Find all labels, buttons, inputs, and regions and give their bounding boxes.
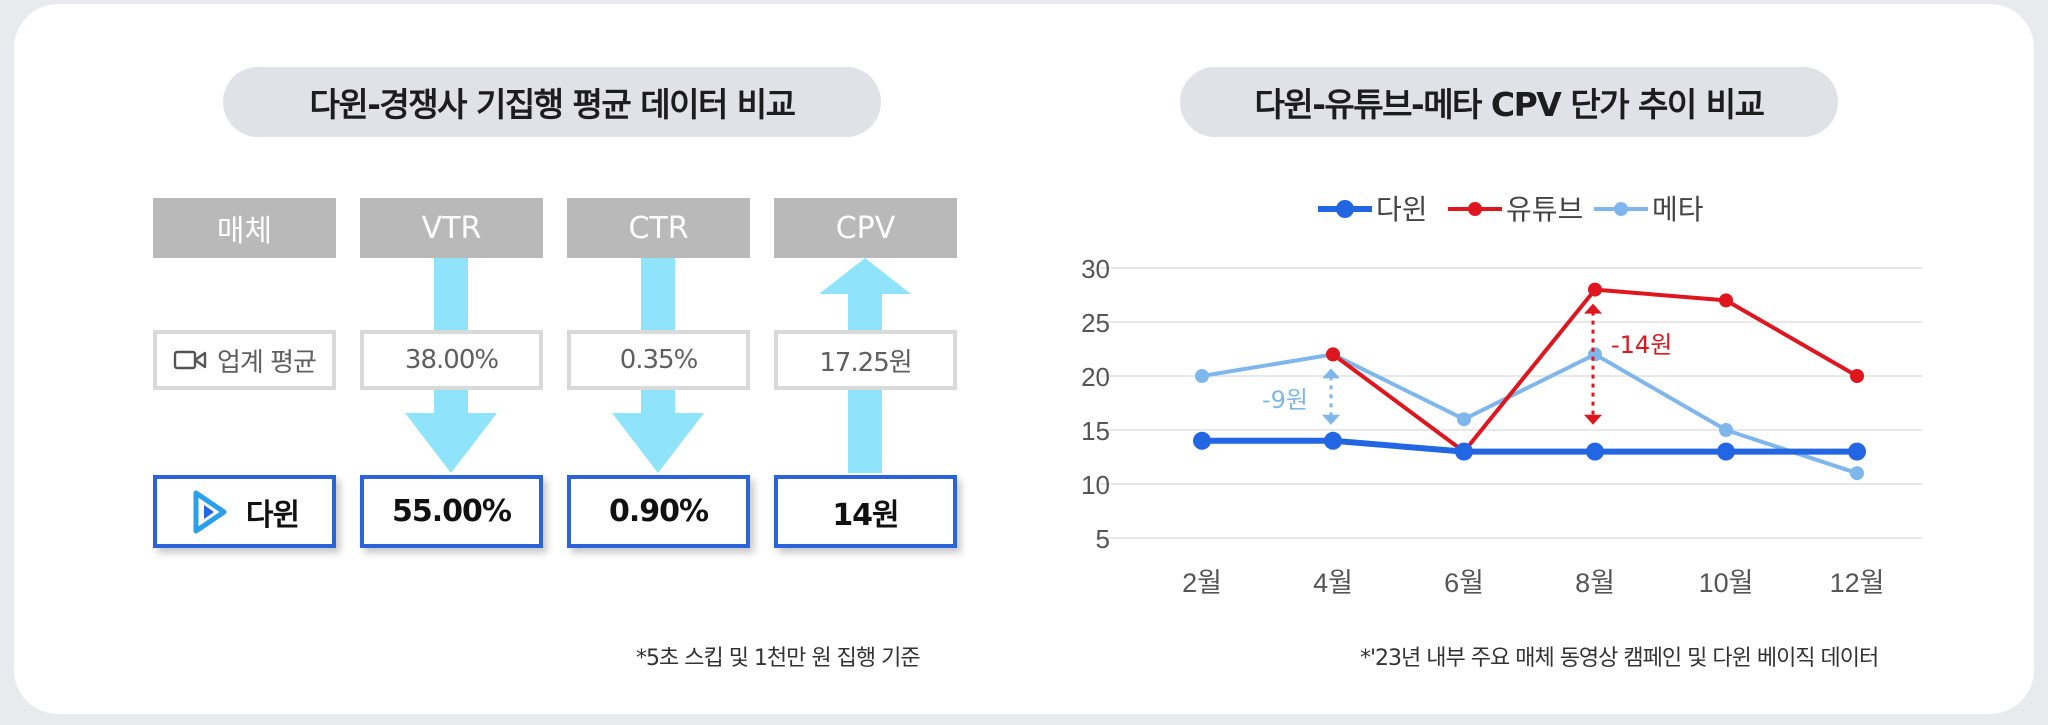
darwin-cpv: 14원 [774,475,957,548]
header-cpv: CPV [774,198,957,258]
data-point-darwin [1717,442,1735,461]
header-ctr: CTR [567,198,750,258]
data-point-meta [1457,412,1471,427]
y-tick-label: 15 [1081,416,1110,446]
difference-arrowhead-down [1322,414,1340,425]
series-line-youtube [1331,287,1858,454]
right-footnote: *'23년 내부 주요 매체 동영상 캠페인 및 다윈 베이직 데이터 [1360,646,1879,671]
data-point-youtube [1326,347,1340,362]
video-camera-icon [173,350,207,370]
difference-arrowhead-up [1322,368,1340,379]
difference-arrowhead-up [1584,303,1602,314]
darwin-label: 다윈 [245,497,300,533]
x-tick-label: 8월 [1575,568,1615,598]
x-tick-label: 10월 [1699,568,1754,598]
data-point-meta [1195,369,1209,383]
youtube-difference-label: -14원 [1611,331,1672,359]
data-point-darwin [1455,442,1473,461]
data-point-meta [1588,347,1602,362]
left-title: 다윈-경쟁사 기집행 평균 데이터 비교 [223,67,881,137]
x-tick-label: 2월 [1182,568,1222,598]
legend-swatch-marker [1614,202,1628,216]
legend-label: 다윈 [1376,193,1428,226]
darwin-ctr: 0.90% [567,475,750,548]
difference-arrowhead-down [1584,414,1602,425]
data-point-darwin [1193,431,1211,450]
header-media: 매체 [153,198,336,258]
x-tick-label: 4월 [1313,568,1353,598]
x-tick-label: 12월 [1830,568,1885,598]
chart-title: 다윈-유튜브-메타 CPV 단가 추이 비교 [1180,67,1838,137]
data-point-youtube [1719,293,1733,308]
series-line-meta [1201,352,1858,476]
x-tick-label: 6월 [1444,568,1484,598]
data-point-youtube [1850,369,1864,383]
meta-difference-label: -9원 [1262,386,1308,414]
series-line-darwin [1202,437,1857,455]
industry-cpv: 17.25원 [774,330,957,390]
darwin-label-cell: 다윈 [153,475,336,548]
y-tick-label: 10 [1081,470,1110,500]
data-point-darwin [1586,442,1604,461]
industry-vtr: 38.00% [360,330,543,390]
legend-label: 유튜브 [1506,193,1583,226]
data-point-darwin [1324,431,1342,450]
left-footnote: *5초 스킵 및 1천만 원 집행 기준 [636,646,921,671]
industry-average-label: 업계 평균 [217,347,317,378]
industry-average-label-cell: 업계 평균 [153,330,336,390]
darwin-vtr: 55.00% [360,475,543,548]
data-point-meta [1850,466,1864,481]
data-point-darwin [1848,442,1866,461]
industry-ctr: 0.35% [567,330,750,390]
data-point-youtube [1588,282,1602,297]
y-tick-label: 25 [1081,308,1110,338]
legend-swatch-marker [1468,202,1482,216]
data-point-meta [1719,423,1733,437]
y-tick-label: 20 [1081,362,1110,392]
legend-label: 메타 [1652,193,1704,226]
y-tick-label: 5 [1096,524,1110,554]
legend-swatch-marker [1336,200,1354,218]
darwin-logo-icon [193,490,227,533]
y-tick-label: 30 [1081,254,1110,284]
header-vtr: VTR [360,198,543,258]
